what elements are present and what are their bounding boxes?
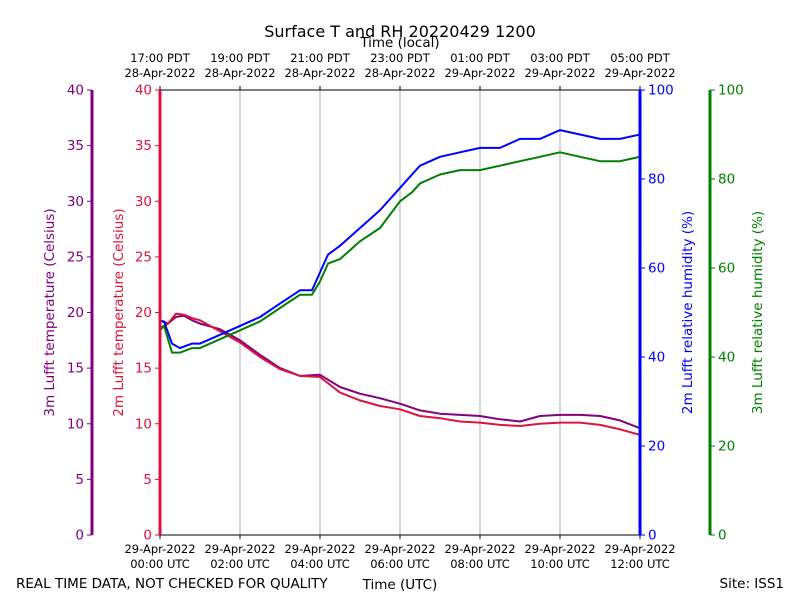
x-tick-label-time: 10:00 UTC [530,557,590,571]
y-tick-label-t2m: 15 [135,361,152,377]
y-axis-label-t3m: 3m Lufft temperature (Celsius) [42,208,58,416]
x-tick-label-time: 06:00 UTC [370,557,430,571]
series-line-rh3m [159,151,641,354]
top-x-tick-label-date: 28-Apr-2022 [124,66,195,80]
series-line-rh2m [160,129,641,350]
x-tick-label-date: 29-Apr-2022 [444,542,515,556]
y-tick-label-t2m: 30 [135,194,152,210]
y-tick-label-rh2m: 60 [648,261,665,277]
y-tick-label-rh3m: 40 [718,350,735,366]
gridlines [239,90,561,535]
x-tick-label-date: 29-Apr-2022 [284,542,355,556]
x-tick-label-date: 29-Apr-2022 [204,542,275,556]
top-x-tick-label-date: 29-Apr-2022 [604,66,675,80]
x-axis-label: Time (UTC) [362,577,438,593]
y-tick-label-t3m: 25 [67,249,84,265]
x-tick-label-date: 29-Apr-2022 [364,542,435,556]
top-x-tick-label-time: 19:00 PDT [210,51,271,65]
y-tick-label-t3m: 35 [67,138,84,154]
top-x-tick-label-date: 29-Apr-2022 [524,66,595,80]
chart-title: Surface T and RH 20220429 1200 [264,22,536,41]
footer-site: Site: ISS1 [720,576,784,592]
y-tick-label-t3m: 0 [75,528,84,544]
y-tick-label-t3m: 30 [67,194,84,210]
top-x-tick-label-time: 03:00 PDT [530,51,591,65]
top-axis-title: Time (local) [359,35,439,51]
top-x-tick-label-date: 28-Apr-2022 [364,66,435,80]
top-x-tick-label-time: 17:00 PDT [130,51,191,65]
top-x-tick-label-time: 05:00 PDT [610,51,671,65]
x-tick-label-time: 02:00 UTC [210,557,270,571]
y-tick-label-rh2m: 40 [648,350,665,366]
top-x-tick-label-date: 28-Apr-2022 [204,66,275,80]
footer-quality-note: REAL TIME DATA, NOT CHECKED FOR QUALITY [16,576,328,592]
series-lines [159,129,641,436]
x-tick-label-time: 08:00 UTC [450,557,510,571]
series-line-t2m [159,312,641,436]
y-tick-label-t3m: 10 [67,416,84,432]
series-line-t3m [159,314,641,430]
y-axis-label-rh2m: 2m Lufft relative humidity (%) [680,211,696,414]
y-tick-label-t2m: 10 [135,416,152,432]
y-tick-label-rh2m: 80 [648,172,665,188]
y-tick-label-t3m: 40 [67,83,84,99]
y-tick-label-rh3m: 0 [718,528,727,544]
x-tick-label-date: 29-Apr-2022 [604,542,675,556]
y-tick-label-t2m: 35 [135,138,152,154]
x-tick-label-time: 00:00 UTC [130,557,190,571]
x-tick-label-date: 29-Apr-2022 [124,542,195,556]
x-tick-label-date: 29-Apr-2022 [524,542,595,556]
x-tick-label-time: 04:00 UTC [290,557,350,571]
y-tick-label-t3m: 20 [67,305,84,321]
y-tick-label-t2m: 20 [135,305,152,321]
x-tick-label-time: 12:00 UTC [610,557,670,571]
y-tick-label-t3m: 5 [75,472,84,488]
top-x-tick-label-time: 21:00 PDT [290,51,351,65]
y-tick-label-t2m: 25 [135,249,152,265]
y-tick-label-rh3m: 60 [718,261,735,277]
y-tick-label-rh3m: 20 [718,439,735,455]
y-tick-label-rh2m: 20 [648,439,665,455]
y-axes: 0 5 10 15 20 25 30 35 40 3m Lufft temperature (Ce… [42,83,766,544]
y-tick-label-t2m: 0 [143,528,152,544]
top-x-tick-label-time: 01:00 PDT [450,51,511,65]
y-axis-label-t2m: 2m Lufft temperature (Celsius) [111,208,127,416]
top-x-tick-label-time: 23:00 PDT [370,51,431,65]
y-tick-label-t3m: 15 [67,361,84,377]
top-x-tick-label-date: 29-Apr-2022 [444,66,515,80]
y-axis-label-rh3m: 3m Lufft relative humidity (%) [750,211,766,414]
y-tick-label-rh2m: 0 [648,528,657,544]
y-tick-label-t2m: 5 [143,472,152,488]
y-tick-label-rh2m: 100 [648,83,674,99]
y-tick-label-t2m: 40 [135,83,152,99]
y-tick-label-rh3m: 100 [718,83,744,99]
y-tick-label-rh3m: 80 [718,172,735,188]
top-x-tick-label-date: 28-Apr-2022 [284,66,355,80]
